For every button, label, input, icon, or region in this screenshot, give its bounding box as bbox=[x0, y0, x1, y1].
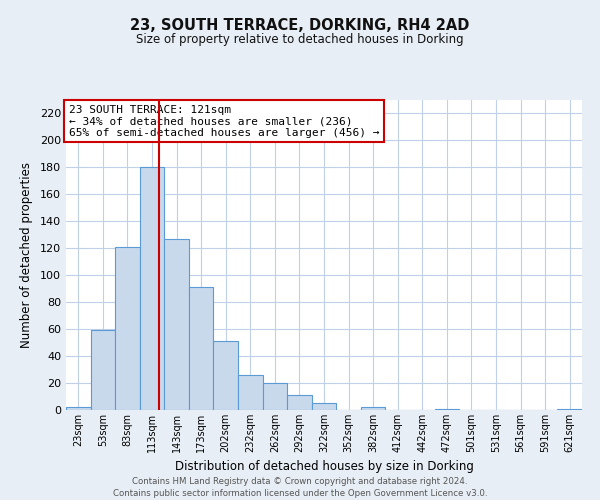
Text: 23, SOUTH TERRACE, DORKING, RH4 2AD: 23, SOUTH TERRACE, DORKING, RH4 2AD bbox=[130, 18, 470, 32]
X-axis label: Distribution of detached houses by size in Dorking: Distribution of detached houses by size … bbox=[175, 460, 473, 473]
Bar bbox=[66, 408, 91, 410]
Bar bbox=[557, 408, 582, 410]
Bar bbox=[189, 288, 214, 410]
Bar bbox=[287, 395, 312, 410]
Bar bbox=[263, 383, 287, 410]
Text: Contains HM Land Registry data © Crown copyright and database right 2024.: Contains HM Land Registry data © Crown c… bbox=[132, 478, 468, 486]
Bar bbox=[312, 404, 336, 410]
Bar bbox=[361, 408, 385, 410]
Bar bbox=[115, 247, 140, 410]
Bar bbox=[434, 408, 459, 410]
Bar bbox=[238, 375, 263, 410]
Bar bbox=[214, 342, 238, 410]
Text: Size of property relative to detached houses in Dorking: Size of property relative to detached ho… bbox=[136, 32, 464, 46]
Text: 23 SOUTH TERRACE: 121sqm
← 34% of detached houses are smaller (236)
65% of semi-: 23 SOUTH TERRACE: 121sqm ← 34% of detach… bbox=[68, 104, 379, 138]
Y-axis label: Number of detached properties: Number of detached properties bbox=[20, 162, 33, 348]
Bar bbox=[91, 330, 115, 410]
Bar bbox=[164, 239, 189, 410]
Bar bbox=[140, 168, 164, 410]
Text: Contains public sector information licensed under the Open Government Licence v3: Contains public sector information licen… bbox=[113, 489, 487, 498]
